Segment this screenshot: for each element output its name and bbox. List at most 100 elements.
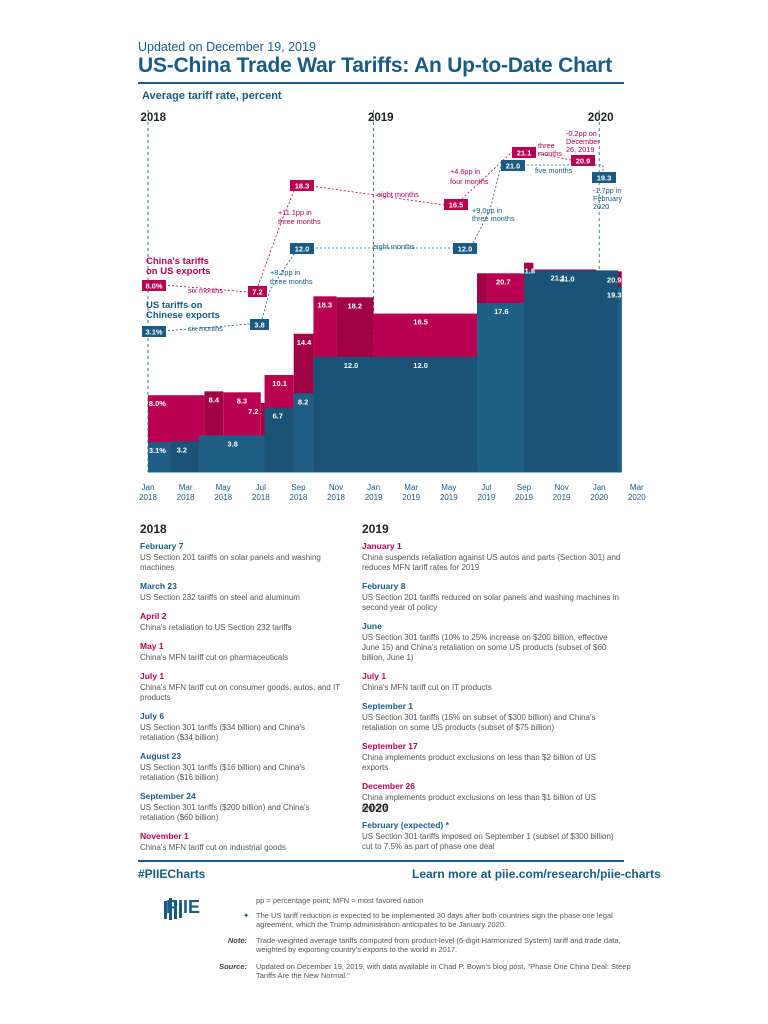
annotation-note: -0.2pp on: [566, 129, 597, 138]
us-step: [148, 442, 171, 472]
timeline-event-date: July 1: [362, 671, 387, 681]
timeline-event-date: February 7: [140, 541, 184, 551]
timeline-event-text: US Section 301 tariffs ($16 billion) and…: [140, 763, 306, 782]
annotation-box-label: 3.1%: [145, 327, 162, 336]
timeline-event-text: China's MFN tariff cut on consumer goods…: [140, 683, 340, 702]
x-tick-year: 2020: [628, 493, 646, 502]
timeline-event-text: US Section 301 tariffs ($34 billion) and…: [140, 723, 306, 742]
x-tick-month: Jul: [481, 483, 491, 492]
piie-logo-icon: [164, 898, 182, 920]
learn-more-link[interactable]: Learn more at piie.com/research/piie-cha…: [412, 867, 661, 881]
us-step: [293, 393, 314, 472]
annotation-note: eight months: [373, 242, 415, 251]
annotation-box-label: 12.0: [458, 244, 473, 253]
us-step: [198, 435, 265, 472]
us-step: [524, 270, 618, 472]
us-step: [477, 303, 524, 472]
bar-label: 21.8: [520, 267, 535, 276]
x-tick-year: 2019: [515, 493, 533, 502]
timeline-event: December 26 China implements product excl…: [362, 781, 624, 813]
bar-label: 20.7: [496, 277, 511, 286]
timeline-event-date: May 1: [140, 641, 164, 651]
connector-us: [519, 164, 604, 172]
timeline-event: August 23 US Section 301 tariffs ($16 bil…: [140, 751, 340, 783]
x-tick-month: Jul: [256, 483, 266, 492]
timeline-event-text: China suspends retaliation against US au…: [362, 553, 621, 572]
bar-label: 3.1%: [149, 446, 166, 455]
bar-label: 8.3: [237, 396, 247, 405]
annotation-box: [571, 155, 595, 166]
x-tick-month: Sep: [291, 483, 306, 492]
timeline-event-date: September 24: [140, 791, 196, 801]
bar-label: 8.2: [298, 397, 308, 406]
timeline-event-text: China implements product exclusions on l…: [362, 793, 596, 812]
annotation-box: [142, 280, 166, 291]
bar-label: 19.3: [607, 291, 622, 300]
annotation-box: [501, 160, 525, 171]
year-label: 2020: [588, 112, 614, 124]
timeline-event-date: December 26: [362, 781, 415, 791]
us-step: [170, 441, 199, 472]
bar-label: 12.0: [344, 361, 359, 370]
timeline-event: February 8 US Section 201 tariffs reduced…: [362, 581, 624, 613]
annotation-box-label: 16.5: [449, 200, 464, 209]
annotation-note: months: [538, 149, 562, 158]
timeline-event-text: US Section 301 tariffs (10% to 25% incre…: [362, 633, 608, 662]
timeline-event: September 1 US Section 301 tariffs (15% o…: [362, 701, 624, 733]
timeline-2019-heading: 2019: [362, 522, 389, 536]
timeline-event-text: US Section 301 tariffs ($200 billion) an…: [140, 803, 310, 822]
timeline-event-text: US Section 301 tariffs imposed on Septem…: [362, 832, 614, 851]
annotation-box-label: 3.8: [254, 320, 264, 329]
x-tick-month: Jan: [593, 483, 606, 492]
timeline-event: March 23 US Section 232 tariffs on steel …: [140, 581, 340, 603]
annotation-note: five months: [535, 166, 573, 175]
annotation-box-label: 21.0: [506, 161, 521, 170]
timeline-event-date: March 23: [140, 581, 177, 591]
x-tick-year: 2018: [177, 493, 195, 502]
annotation-note: +9.0pp in: [472, 206, 502, 215]
title-rule: [138, 82, 624, 84]
timeline-event-text: US Section 201 tariffs reduced on solar …: [362, 593, 619, 612]
timeline-event-text: China's MFN tariff cut on pharmaceutical…: [140, 653, 289, 662]
x-tick-month: Jan: [367, 483, 380, 492]
annotation-note: six months: [188, 324, 223, 333]
annotation-box: [453, 243, 477, 254]
annotation-box-label: 19.3: [597, 173, 612, 182]
x-tick-month: Sep: [517, 483, 532, 492]
timeline-2018-heading: 2018: [140, 522, 167, 536]
bar-label: 8.4: [209, 395, 220, 404]
note-label: Note:: [227, 936, 247, 945]
timeline-event-text: US Section 201 tariffs on solar panels a…: [140, 553, 321, 572]
timeline-event-date: September 17: [362, 741, 418, 751]
timeline-event: November 1 China's MFN tariff cut on indu…: [140, 831, 340, 853]
timeline-event: June US Section 301 tariffs (10% to 25% i…: [362, 621, 624, 663]
x-tick-year: 2018: [290, 493, 308, 502]
annotation-note: three: [538, 141, 555, 150]
legend-china-2: on US exports: [146, 266, 210, 277]
timeline-event-text: China's MFN tariff cut on industrial goo…: [140, 843, 286, 852]
annotation-box: [248, 286, 267, 297]
annotation-box-label: 12.0: [295, 244, 310, 253]
annotation-box: [142, 326, 166, 337]
timeline-event-text: US Section 232 tariffs on steel and alum…: [140, 593, 300, 602]
annotation-note: December: [566, 137, 600, 146]
bar-label: 18.3: [317, 300, 332, 309]
timeline-event-date: July 6: [140, 711, 165, 721]
abbrev-note: pp = percentage point; MFN = most favore…: [256, 896, 424, 905]
annotation-note: six months: [188, 286, 223, 295]
x-tick-year: 2019: [365, 493, 383, 502]
bar-label: 21.0: [560, 274, 575, 283]
bar-label: 17.6: [494, 307, 509, 316]
annotation-box-label: 18.3: [295, 181, 310, 190]
bar-label: 14.4: [297, 338, 312, 347]
footer-rule: [138, 860, 624, 862]
legend-china-1: China's tariffs: [146, 256, 209, 267]
bar-label: 3.2: [177, 445, 187, 454]
hashtag[interactable]: #PIIECharts: [138, 867, 206, 881]
x-tick-month: Mar: [179, 483, 193, 492]
timeline-event-date: April 2: [140, 611, 167, 621]
timeline-event: September 24 US Section 301 tariffs ($200…: [140, 791, 340, 823]
annotation-note: 26, 2019: [566, 145, 594, 154]
timeline-event-date: July 1: [140, 671, 165, 681]
